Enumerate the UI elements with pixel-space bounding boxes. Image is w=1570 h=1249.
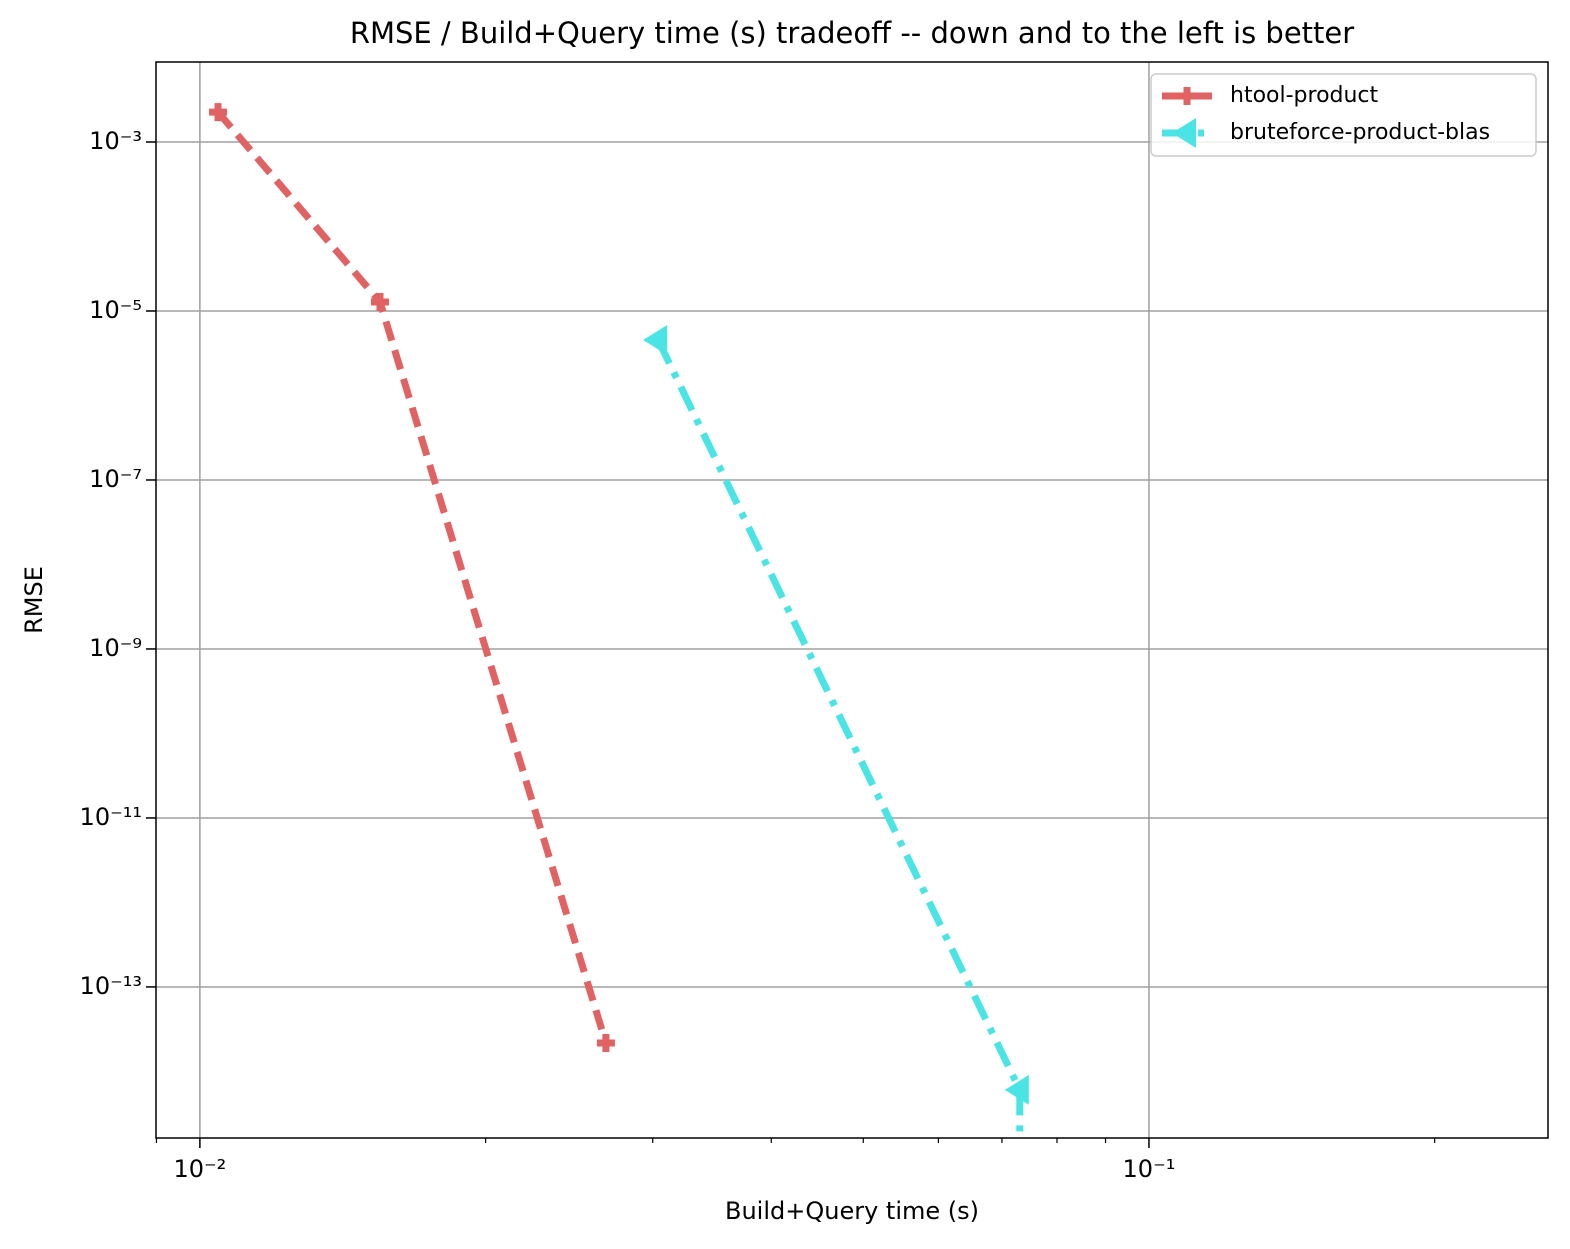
marker	[643, 324, 668, 355]
x-tick-label: 10⁻¹	[1123, 1155, 1176, 1183]
x-axis-label: Build+Query time (s)	[725, 1197, 979, 1225]
marker	[1178, 87, 1196, 105]
marker	[370, 292, 389, 311]
x-tick-label: 10⁻²	[173, 1155, 226, 1183]
y-tick-label: 10⁻⁷	[89, 465, 142, 493]
axes: 10⁻² 10⁻¹ 10⁻³ 10⁻⁵ 10⁻⁷ 10⁻⁹ 10⁻¹¹ 10⁻¹³	[80, 127, 1436, 1183]
marker	[1172, 118, 1196, 148]
legend: htool-product bruteforce-product-blas	[1150, 73, 1537, 157]
legend-box	[1150, 73, 1537, 157]
y-tick-label: 10⁻⁹	[89, 634, 142, 662]
marker	[596, 1034, 615, 1053]
y-axis-label: RMSE	[20, 566, 48, 634]
y-tick-label: 10⁻³	[89, 127, 142, 155]
y-tick-label: 10⁻¹¹	[80, 803, 142, 831]
y-tick-label: 10⁻¹³	[80, 972, 142, 1000]
legend-label: bruteforce-product-blas	[1230, 120, 1490, 145]
chart-title: RMSE / Build+Query time (s) tradeoff -- …	[350, 16, 1354, 50]
legend-label: htool-product	[1230, 83, 1379, 108]
axes-frame	[155, 61, 1549, 1139]
marker	[209, 103, 228, 122]
marker	[1004, 1074, 1029, 1105]
grid	[156, 62, 1548, 1138]
y-tick-label: 10⁻⁵	[89, 296, 142, 324]
plot-area	[209, 103, 1029, 1138]
